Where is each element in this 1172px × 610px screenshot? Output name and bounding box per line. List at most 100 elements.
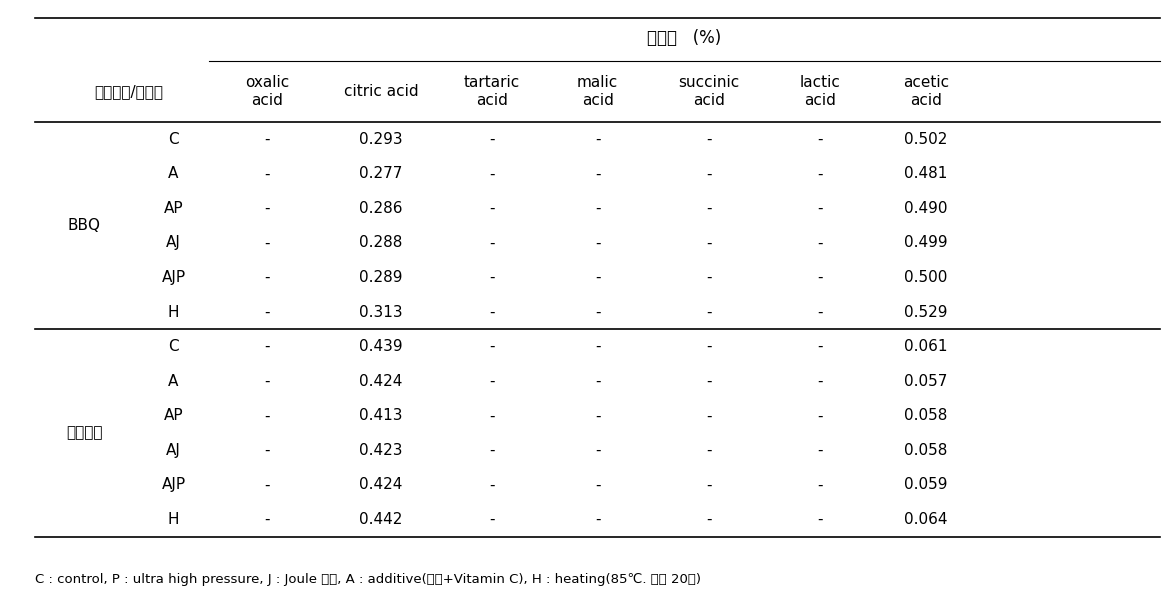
Text: -: -: [265, 339, 270, 354]
Text: acetic
acid: acetic acid: [902, 75, 949, 108]
Text: -: -: [595, 167, 600, 181]
Text: -: -: [265, 270, 270, 285]
Text: -: -: [818, 235, 823, 251]
Text: 0.058: 0.058: [904, 408, 948, 423]
Text: 소스시료/처리구: 소스시료/처리구: [95, 84, 163, 99]
Text: -: -: [595, 374, 600, 389]
Text: citric acid: citric acid: [343, 84, 418, 99]
Text: 0.313: 0.313: [359, 304, 403, 320]
Text: BBQ: BBQ: [68, 218, 101, 233]
Text: -: -: [595, 270, 600, 285]
Text: 0.289: 0.289: [359, 270, 403, 285]
Text: 0.064: 0.064: [904, 512, 948, 527]
Text: -: -: [490, 132, 495, 147]
Text: -: -: [265, 167, 270, 181]
Text: -: -: [265, 408, 270, 423]
Text: -: -: [490, 374, 495, 389]
Text: -: -: [265, 235, 270, 251]
Text: -: -: [818, 201, 823, 216]
Text: C : control, P : ultra high pressure, J : Joule 가열, A : additive(주정+Vitamin C), : C : control, P : ultra high pressure, J …: [35, 573, 701, 586]
Text: 0.424: 0.424: [359, 374, 403, 389]
Text: -: -: [707, 132, 711, 147]
Text: 0.058: 0.058: [904, 443, 948, 458]
Text: -: -: [707, 512, 711, 527]
Text: AJ: AJ: [166, 235, 180, 251]
Text: 0.293: 0.293: [359, 132, 403, 147]
Text: -: -: [265, 512, 270, 527]
Text: -: -: [818, 443, 823, 458]
Text: -: -: [707, 201, 711, 216]
Text: -: -: [707, 478, 711, 492]
Text: -: -: [490, 512, 495, 527]
Text: 0.061: 0.061: [904, 339, 948, 354]
Text: C: C: [168, 132, 179, 147]
Text: -: -: [707, 339, 711, 354]
Text: -: -: [595, 512, 600, 527]
Text: -: -: [490, 478, 495, 492]
Text: -: -: [490, 167, 495, 181]
Text: -: -: [818, 304, 823, 320]
Text: -: -: [490, 339, 495, 354]
Text: -: -: [707, 304, 711, 320]
Text: 0.490: 0.490: [904, 201, 948, 216]
Text: 0.424: 0.424: [359, 478, 403, 492]
Text: malic
acid: malic acid: [577, 75, 619, 108]
Text: 치킨소스: 치킨소스: [66, 426, 103, 440]
Text: A: A: [169, 374, 178, 389]
Text: -: -: [818, 270, 823, 285]
Text: 0.481: 0.481: [904, 167, 948, 181]
Text: 0.286: 0.286: [359, 201, 403, 216]
Text: -: -: [818, 512, 823, 527]
Text: -: -: [490, 408, 495, 423]
Text: AJP: AJP: [162, 270, 185, 285]
Text: 유기산   (%): 유기산 (%): [647, 29, 722, 46]
Text: oxalic
acid: oxalic acid: [245, 75, 289, 108]
Text: -: -: [595, 304, 600, 320]
Text: 0.500: 0.500: [904, 270, 948, 285]
Text: -: -: [490, 201, 495, 216]
Text: -: -: [707, 167, 711, 181]
Text: AP: AP: [164, 201, 183, 216]
Text: succinic
acid: succinic acid: [679, 75, 740, 108]
Text: H: H: [168, 512, 179, 527]
Text: 0.423: 0.423: [359, 443, 403, 458]
Text: 0.288: 0.288: [359, 235, 403, 251]
Text: -: -: [818, 478, 823, 492]
Text: -: -: [707, 374, 711, 389]
Text: 0.059: 0.059: [904, 478, 948, 492]
Text: -: -: [265, 374, 270, 389]
Text: -: -: [595, 443, 600, 458]
Text: 0.413: 0.413: [359, 408, 403, 423]
Text: tartaric
acid: tartaric acid: [464, 75, 520, 108]
Text: 0.529: 0.529: [904, 304, 948, 320]
Text: -: -: [707, 235, 711, 251]
Text: -: -: [707, 408, 711, 423]
Text: -: -: [490, 235, 495, 251]
Text: -: -: [265, 201, 270, 216]
Text: -: -: [490, 304, 495, 320]
Text: -: -: [595, 201, 600, 216]
Text: -: -: [595, 235, 600, 251]
Text: AP: AP: [164, 408, 183, 423]
Text: 0.277: 0.277: [359, 167, 403, 181]
Text: -: -: [265, 443, 270, 458]
Text: -: -: [490, 443, 495, 458]
Text: -: -: [818, 132, 823, 147]
Text: -: -: [265, 304, 270, 320]
Text: -: -: [818, 339, 823, 354]
Text: -: -: [265, 132, 270, 147]
Text: -: -: [707, 443, 711, 458]
Text: C: C: [168, 339, 179, 354]
Text: -: -: [595, 408, 600, 423]
Text: -: -: [595, 478, 600, 492]
Text: -: -: [595, 339, 600, 354]
Text: lactic
acid: lactic acid: [800, 75, 840, 108]
Text: 0.439: 0.439: [359, 339, 403, 354]
Text: 0.057: 0.057: [904, 374, 948, 389]
Text: H: H: [168, 304, 179, 320]
Text: -: -: [707, 270, 711, 285]
Text: -: -: [818, 374, 823, 389]
Text: -: -: [818, 408, 823, 423]
Text: AJ: AJ: [166, 443, 180, 458]
Text: AJP: AJP: [162, 478, 185, 492]
